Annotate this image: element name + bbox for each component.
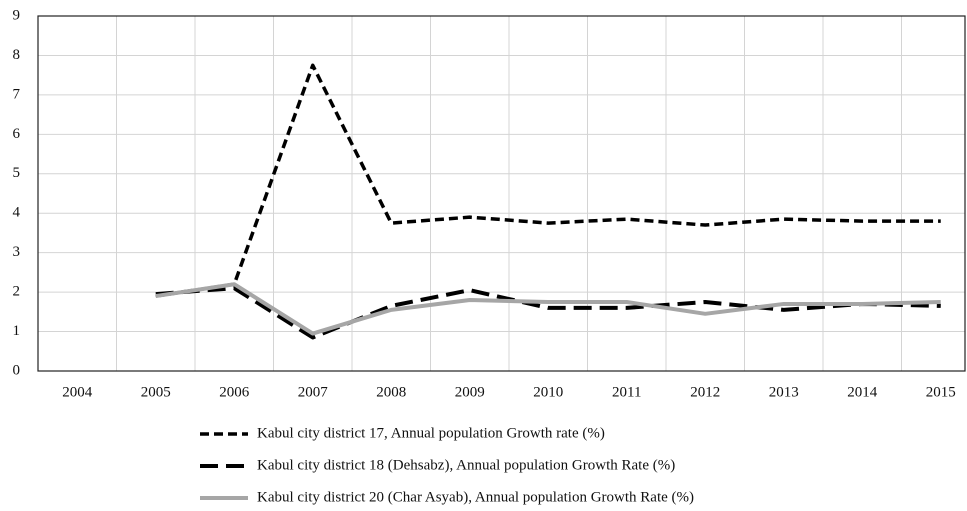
series-line xyxy=(155,282,941,336)
x-tick-label: 2014 xyxy=(847,384,878,400)
x-tick-label: 2006 xyxy=(219,384,250,400)
y-tick-label: 6 xyxy=(13,126,21,142)
x-tick-label: 2005 xyxy=(141,384,171,400)
x-tick-label: 2015 xyxy=(926,384,956,400)
legend-label: Kabul city district 18 (Dehsabz), Annual… xyxy=(257,457,675,473)
y-tick-label: 2 xyxy=(13,284,21,300)
series-line xyxy=(155,63,941,298)
plot-frame xyxy=(37,15,966,372)
x-tick-label: 2007 xyxy=(298,384,329,400)
x-tick-label: 2012 xyxy=(690,384,720,400)
series-line xyxy=(155,286,941,340)
x-tick-label: 2008 xyxy=(376,384,406,400)
x-tick-label: 2004 xyxy=(62,384,93,400)
y-tick-label: 8 xyxy=(13,47,21,63)
x-tick-label: 2010 xyxy=(533,384,563,400)
y-tick-label: 3 xyxy=(13,244,21,260)
y-tick-label: 0 xyxy=(13,362,21,378)
y-tick-label: 1 xyxy=(13,323,21,339)
legend-label: Kabul city district 17, Annual populatio… xyxy=(257,425,605,441)
y-tick-label: 9 xyxy=(13,7,21,23)
legend-label: Kabul city district 20 (Char Asyab), Ann… xyxy=(257,489,694,505)
y-tick-label: 5 xyxy=(13,165,21,181)
y-tick-label: 7 xyxy=(13,86,21,102)
y-tick-label: 4 xyxy=(13,205,21,221)
x-tick-label: 2011 xyxy=(612,384,641,400)
x-tick-label: 2009 xyxy=(455,384,485,400)
x-tick-label: 2013 xyxy=(769,384,799,400)
